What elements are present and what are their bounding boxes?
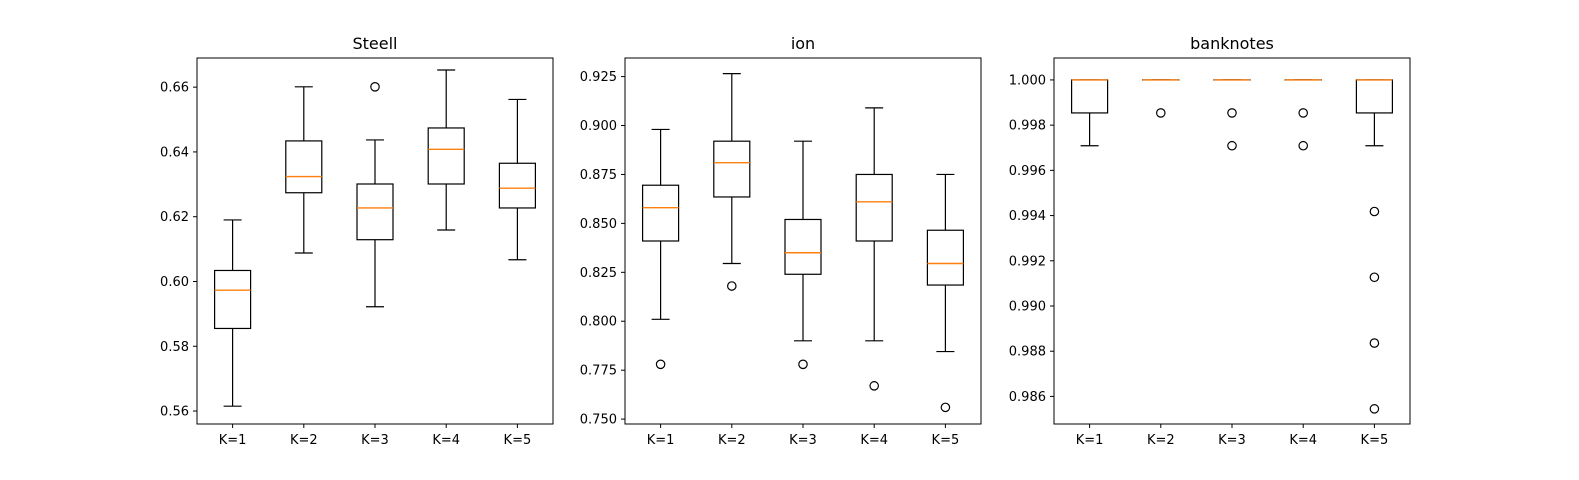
outlier-point — [869, 381, 879, 391]
axes-frame — [196, 57, 554, 425]
box-K=5 — [498, 98, 536, 261]
panels-group: Steell 0.56 0.58 0.60 0.62 0.64 0.66 K=1 K=2 K=3 K… — [160, 34, 1411, 448]
box-K=1 — [1070, 79, 1109, 147]
y-tick-label: 0.825 — [580, 266, 617, 281]
x-tick-label: K=5 — [932, 433, 960, 448]
x-tick-label: K=2 — [718, 433, 746, 448]
y-tick-label: 0.925 — [580, 70, 617, 85]
outlier-point — [1227, 108, 1237, 118]
box-K=2 — [1142, 79, 1180, 118]
outlier-point — [1369, 206, 1380, 217]
panel-title: ion — [791, 34, 815, 53]
y-tick-label: 0.850 — [580, 217, 617, 232]
x-tick-label: K=4 — [1289, 433, 1317, 448]
y-tick-label: 0.992 — [1009, 254, 1046, 269]
outlier-point — [1298, 108, 1308, 118]
outlier-point — [370, 82, 380, 92]
iqr-box — [784, 218, 822, 275]
y-tick-label: 0.994 — [1009, 209, 1046, 224]
box-K=3 — [784, 140, 822, 370]
box-K=4 — [427, 69, 465, 231]
y-tick-label: 0.900 — [580, 119, 617, 134]
x-tick-label: K=4 — [860, 433, 888, 448]
box-K=3 — [356, 82, 394, 308]
y-tick-label: 1.000 — [1009, 73, 1046, 88]
x-tick-label: K=3 — [361, 433, 389, 448]
x-tick-label: K=2 — [290, 433, 318, 448]
box-K=5 — [1355, 79, 1394, 414]
y-tick-label: 0.60 — [160, 275, 189, 290]
iqr-box — [214, 269, 252, 330]
box-K=4 — [1284, 79, 1322, 151]
y-tick-label: 0.64 — [160, 145, 189, 160]
panel-3: banknotes 0.986 0.988 0.990 0.992 0.994 0.996 0… — [1009, 34, 1411, 448]
outlier-point — [726, 281, 737, 291]
x-tick-label: K=5 — [1361, 433, 1389, 448]
axes-frame — [624, 57, 982, 425]
x-tick-label: K=1 — [219, 433, 247, 448]
y-tick-label: 0.56 — [160, 405, 189, 420]
outlier-point — [1298, 140, 1308, 151]
x-tick-label: K=4 — [432, 433, 460, 448]
y-tick-label: 0.66 — [160, 81, 189, 96]
y-tick-label: 0.988 — [1009, 345, 1046, 360]
iqr-box — [356, 183, 394, 241]
box-K=2 — [713, 73, 751, 291]
x-tick-label: K=1 — [1076, 433, 1104, 448]
iqr-box — [427, 127, 465, 185]
y-tick-label: 0.990 — [1009, 299, 1046, 314]
y-tick-label: 0.58 — [160, 340, 189, 355]
axes-frame — [1053, 57, 1411, 425]
box-K=4 — [855, 107, 893, 391]
box-K=5 — [926, 173, 965, 413]
outlier-point — [1369, 338, 1380, 348]
y-tick-label: 0.800 — [580, 315, 617, 330]
box-K=3 — [1213, 79, 1251, 151]
x-tick-label: K=3 — [1218, 433, 1246, 448]
iqr-box — [498, 162, 536, 209]
y-tick-label: 0.986 — [1009, 390, 1046, 405]
box-K=1 — [214, 219, 252, 407]
iqr-box — [713, 140, 751, 198]
outlier-point — [1369, 272, 1380, 283]
y-tick-label: 0.775 — [580, 364, 617, 379]
outlier-point — [1227, 140, 1237, 151]
panel-title: Steell — [352, 34, 397, 53]
iqr-box — [641, 184, 680, 242]
x-tick-label: K=2 — [1147, 433, 1175, 448]
y-tick-label: 0.62 — [160, 210, 189, 225]
panel-title: banknotes — [1190, 34, 1274, 53]
iqr-box — [855, 173, 893, 242]
outlier-point — [940, 402, 951, 413]
outlier-point — [1156, 108, 1166, 118]
y-tick-label: 0.996 — [1009, 164, 1046, 179]
x-tick-label: K=5 — [504, 433, 532, 448]
panel-1: Steell 0.56 0.58 0.60 0.62 0.64 0.66 K=1 K=2 K=3 K… — [160, 34, 554, 448]
iqr-box — [285, 140, 323, 194]
panel-2: ion 0.750 0.775 0.800 0.825 0.850 0.875 0.900 0.… — [580, 34, 982, 448]
outlier-point — [1369, 404, 1380, 414]
y-tick-label: 0.750 — [580, 413, 617, 428]
iqr-box — [926, 229, 965, 286]
outlier-point — [798, 359, 808, 370]
x-tick-label: K=3 — [789, 433, 817, 448]
box-K=2 — [285, 86, 323, 254]
y-tick-label: 0.998 — [1009, 119, 1046, 134]
y-tick-label: 0.875 — [580, 168, 617, 183]
outlier-point — [655, 359, 666, 370]
x-tick-label: K=1 — [647, 433, 675, 448]
box-K=1 — [641, 128, 680, 370]
